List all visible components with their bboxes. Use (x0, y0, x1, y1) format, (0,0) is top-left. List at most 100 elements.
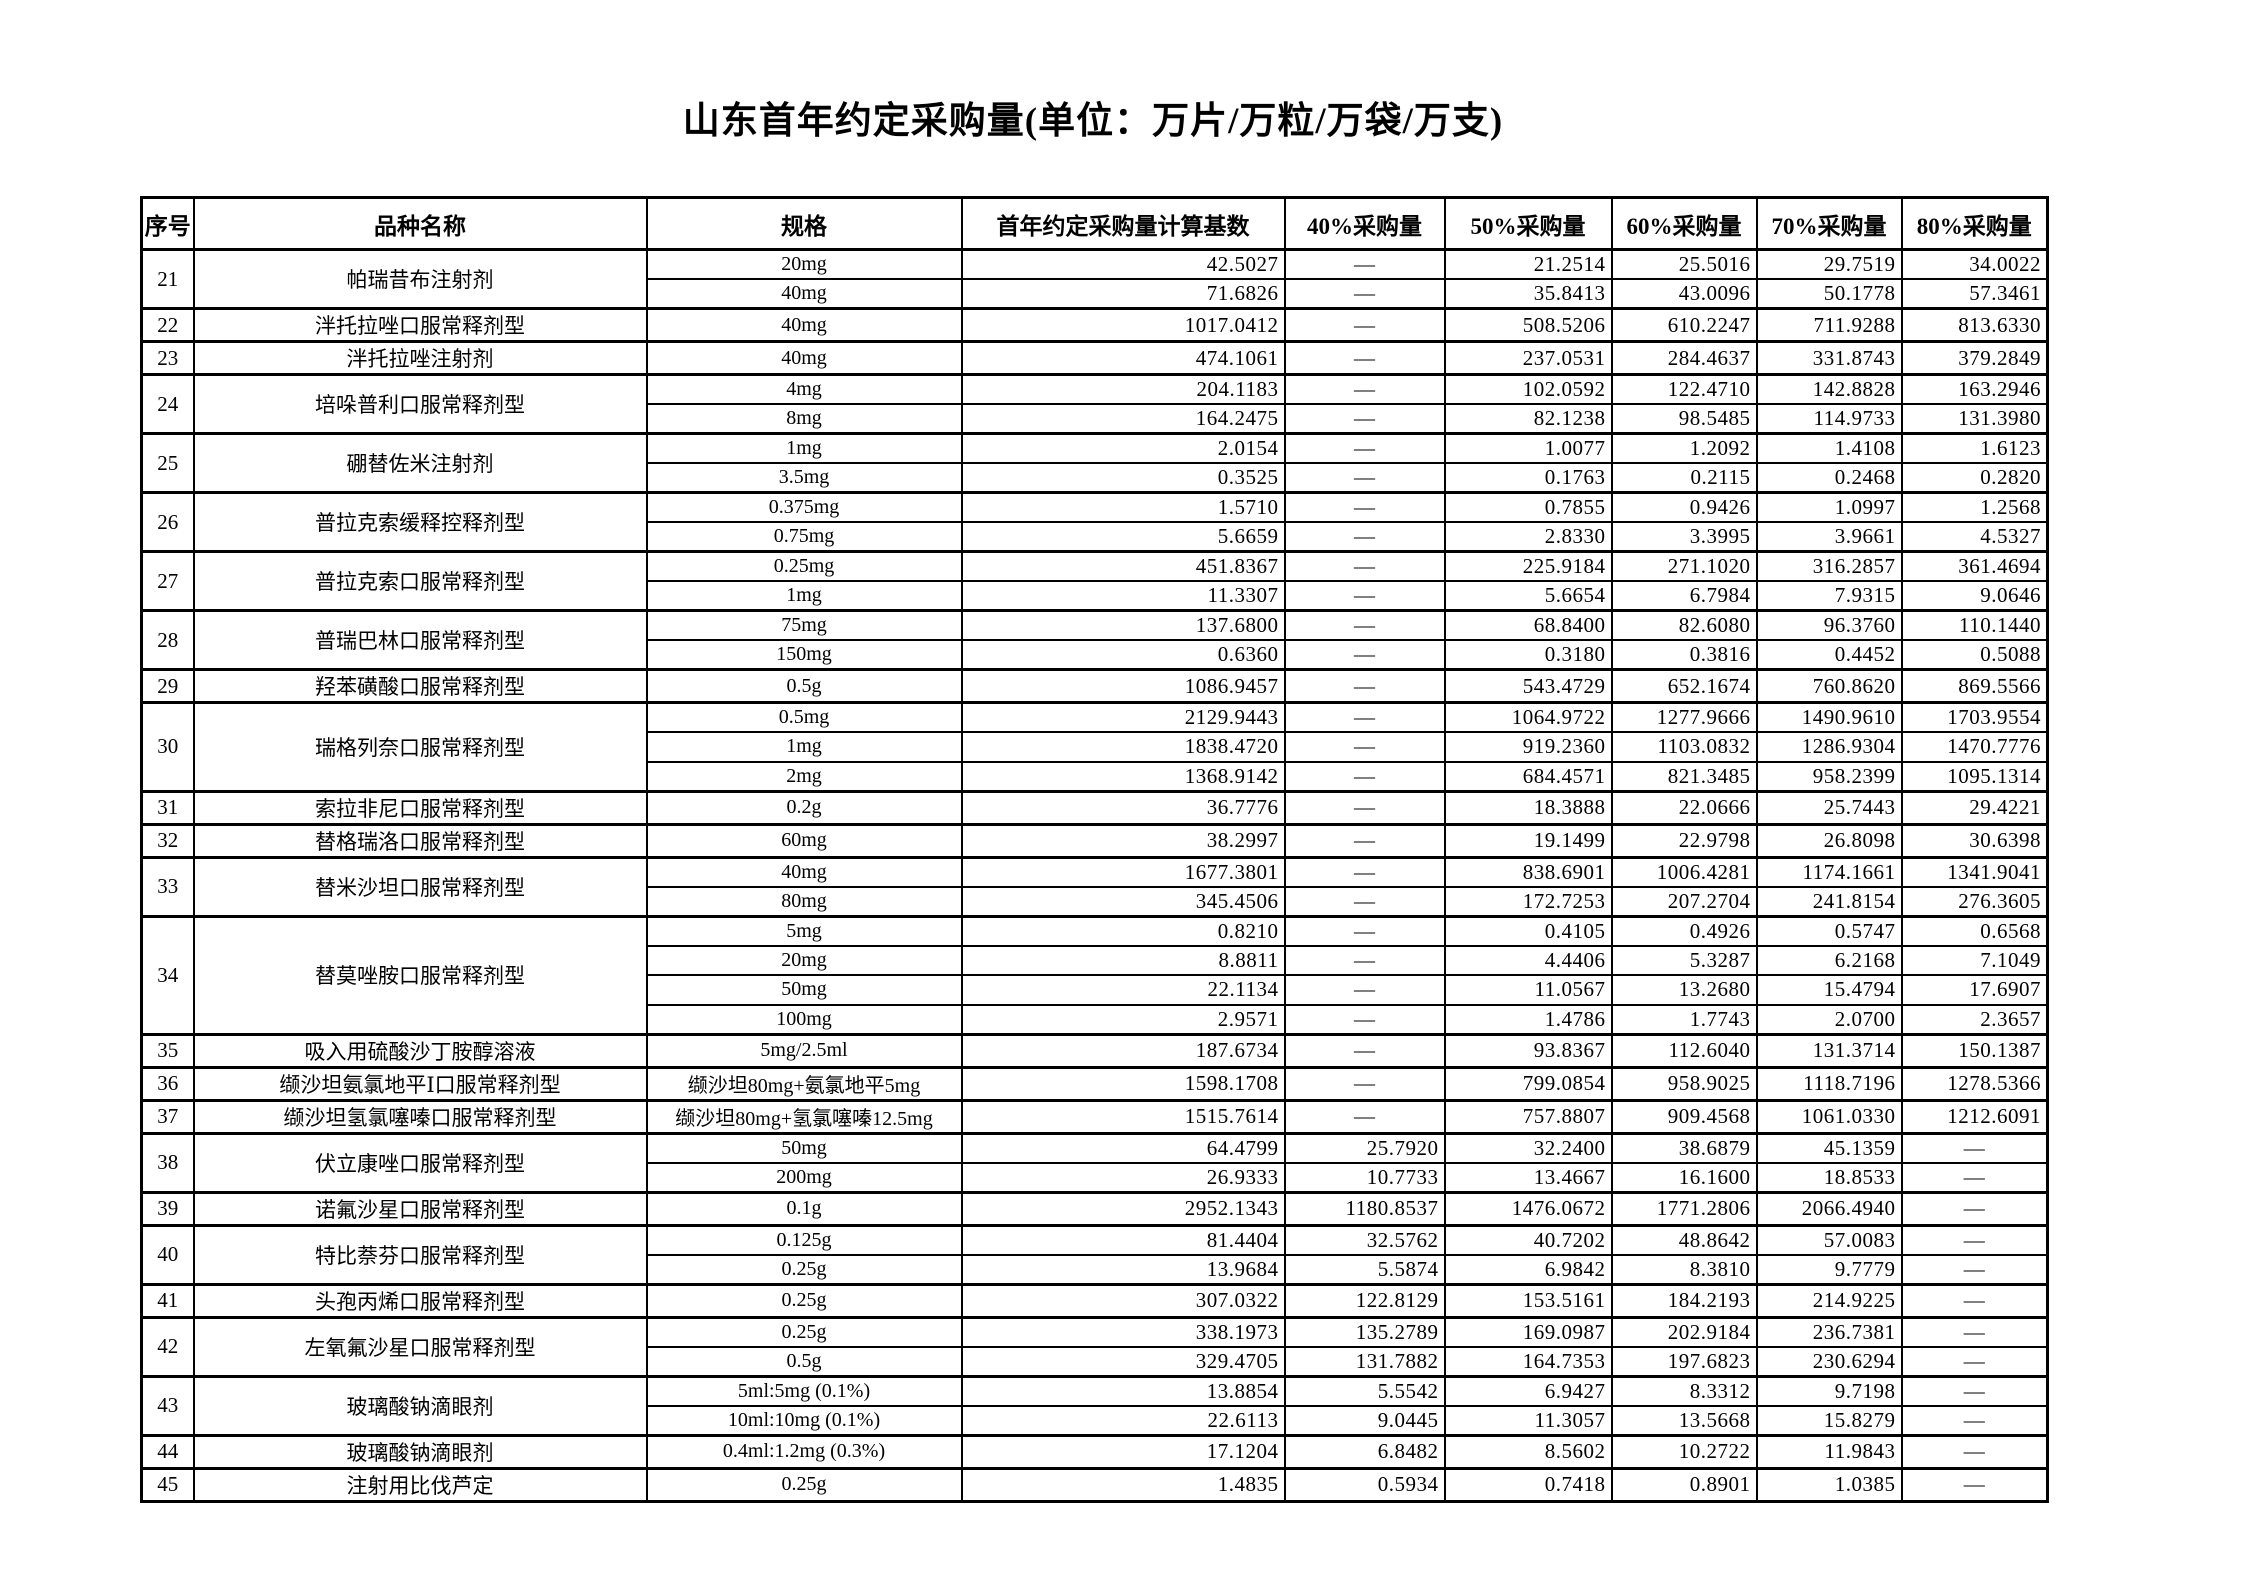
pct70-cell: 1.0385 (1755, 1467, 1903, 1502)
product-name-cell: 泮托拉唑注射剂 (192, 340, 648, 376)
spec-cell: 40mg (645, 278, 963, 310)
product-name-cell: 索拉非尼口服常释剂型 (192, 790, 648, 825)
base-quantity-cell: 137.6800 (960, 609, 1286, 641)
pct60-cell: 43.0096 (1610, 278, 1758, 310)
pct40-cell: — (1283, 823, 1446, 858)
spec-cell: 50mg (645, 1132, 963, 1164)
header-40pct: 40%采购量 (1283, 196, 1446, 251)
spec-cell: 4mg (645, 373, 963, 405)
pct50-cell: 153.5161 (1443, 1283, 1613, 1318)
pct60-cell: 8.3810 (1610, 1253, 1758, 1285)
pct70-cell: 214.9225 (1755, 1283, 1903, 1318)
pct50-cell: 799.0854 (1443, 1066, 1613, 1101)
pct60-cell: 8.3312 (1610, 1375, 1758, 1407)
serial-cell: 27 (140, 550, 195, 612)
pct60-cell: 184.2193 (1610, 1283, 1758, 1318)
pct70-cell: 0.5747 (1755, 915, 1903, 947)
table-body: 21 帕瑞昔布注射剂 20mg 42.5027—21.2514 25.5016 29.75… (140, 248, 2049, 1502)
serial-cell: 26 (140, 491, 195, 553)
base-quantity-cell: 0.3525 (960, 462, 1286, 494)
pct50-cell: 164.7353 (1443, 1345, 1613, 1377)
pct40-cell: — (1283, 278, 1446, 310)
table-row: 40mg 71.6826—35.8413 43.0096 50.1778 57.3461 (142, 278, 2049, 310)
serial-cell: 21 (140, 248, 195, 310)
pct80-cell: — (1900, 1404, 2049, 1436)
pct40-cell: 10.7733 (1283, 1161, 1446, 1193)
spec-cell: 0.125g (645, 1224, 963, 1256)
pct50-cell: 225.9184 (1443, 550, 1613, 582)
pct60-cell: 207.2704 (1610, 885, 1758, 917)
pct70-cell: 1061.0330 (1755, 1099, 1903, 1134)
product-name-cell: 伏立康唑口服常释剂型 (192, 1132, 648, 1193)
base-quantity-cell: 338.1973 (960, 1316, 1286, 1348)
serial-cell: 29 (140, 668, 195, 704)
pct80-cell: 163.2946 (1900, 373, 2049, 405)
pct60-cell: 22.9798 (1610, 823, 1758, 858)
pct60-cell: 0.2115 (1610, 462, 1758, 494)
pct60-cell: 821.3485 (1610, 760, 1758, 792)
pct70-cell: 7.9315 (1755, 580, 1903, 612)
spec-cell: 0.75mg (645, 521, 963, 553)
pct50-cell: 172.7253 (1443, 885, 1613, 917)
pct80-cell: 869.5566 (1900, 668, 2049, 704)
pct50-cell: 0.7855 (1443, 491, 1613, 523)
pct50-cell: 1.0077 (1443, 432, 1613, 464)
base-quantity-cell: 1838.4720 (960, 731, 1286, 763)
pct60-cell: 25.5016 (1610, 248, 1758, 280)
pct40-cell: 5.5542 (1283, 1375, 1446, 1407)
pct70-cell: 142.8828 (1755, 373, 1903, 405)
base-quantity-cell: 8.8811 (960, 944, 1286, 976)
pct70-cell: 1286.9304 (1755, 731, 1903, 763)
pct60-cell: 98.5485 (1610, 403, 1758, 435)
spec-cell: 80mg (645, 885, 963, 917)
pct70-cell: 1.4108 (1755, 432, 1903, 464)
pct50-cell: 1476.0672 (1443, 1191, 1613, 1226)
serial-cell: 35 (140, 1033, 195, 1068)
spec-cell: 缬沙坦80mg+氨氯地平5mg (645, 1066, 963, 1101)
table-row: 34 替莫唑胺口服常释剂型 5mg 0.8210—0.4105 0.4926 0.5747… (140, 915, 2049, 1035)
pct80-cell: 1212.6091 (1900, 1099, 2049, 1134)
product-name-cell: 注射用比伐芦定 (192, 1467, 648, 1502)
spec-cell: 0.4ml:1.2mg (0.3%) (645, 1434, 963, 1469)
pct80-cell: 34.0022 (1900, 248, 2049, 280)
pct70-cell: 1118.7196 (1755, 1066, 1903, 1101)
base-quantity-cell: 307.0322 (960, 1283, 1286, 1318)
spec-cell: 8mg (645, 403, 963, 435)
pct40-cell: — (1283, 760, 1446, 792)
pct60-cell: 6.7984 (1610, 580, 1758, 612)
base-quantity-cell: 11.3307 (960, 580, 1286, 612)
header-base-quantity: 首年约定采购量计算基数 (960, 196, 1286, 251)
base-quantity-cell: 22.6113 (960, 1404, 1286, 1436)
pct50-cell: 919.2360 (1443, 731, 1613, 763)
pct40-cell: 5.5874 (1283, 1253, 1446, 1285)
pct50-cell: 82.1238 (1443, 403, 1613, 435)
pct40-cell: — (1283, 403, 1446, 435)
table-row: 24 培哚普利口服常释剂型 4mg 204.1183—102.0592 122.4710… (140, 373, 2049, 435)
serial-cell: 45 (140, 1467, 195, 1502)
pct40-cell: — (1283, 974, 1446, 1006)
pct70-cell: 9.7198 (1755, 1375, 1903, 1407)
pct40-cell: 0.5934 (1283, 1467, 1446, 1502)
table-row: 39 诺氟沙星口服常释剂型 0.1g 2952.1343 1180.8537 1476.0… (140, 1191, 2049, 1226)
pct60-cell: 0.9426 (1610, 491, 1758, 523)
spec-cell: 0.5g (645, 1345, 963, 1377)
pct50-cell: 508.5206 (1443, 307, 1613, 343)
pct40-cell: — (1283, 944, 1446, 976)
pct40-cell: 135.2789 (1283, 1316, 1446, 1348)
spec-cell: 0.1g (645, 1191, 963, 1226)
pct60-cell: 1.2092 (1610, 432, 1758, 464)
spec-cell: 1mg (645, 731, 963, 763)
pct70-cell: 26.8098 (1755, 823, 1903, 858)
serial-cell: 34 (140, 915, 195, 1035)
pct50-cell: 11.0567 (1443, 974, 1613, 1006)
pct50-cell: 2.8330 (1443, 521, 1613, 553)
pct50-cell: 0.4105 (1443, 915, 1613, 947)
pct40-cell: — (1283, 1003, 1446, 1035)
pct50-cell: 237.0531 (1443, 340, 1613, 376)
product-name-cell: 缬沙坦氢氯噻嗪口服常释剂型 (192, 1099, 648, 1134)
base-quantity-cell: 1598.1708 (960, 1066, 1286, 1101)
pct60-cell: 122.4710 (1610, 373, 1758, 405)
base-quantity-cell: 22.1134 (960, 974, 1286, 1006)
base-quantity-cell: 13.8854 (960, 1375, 1286, 1407)
pct60-cell: 1277.9666 (1610, 701, 1758, 733)
